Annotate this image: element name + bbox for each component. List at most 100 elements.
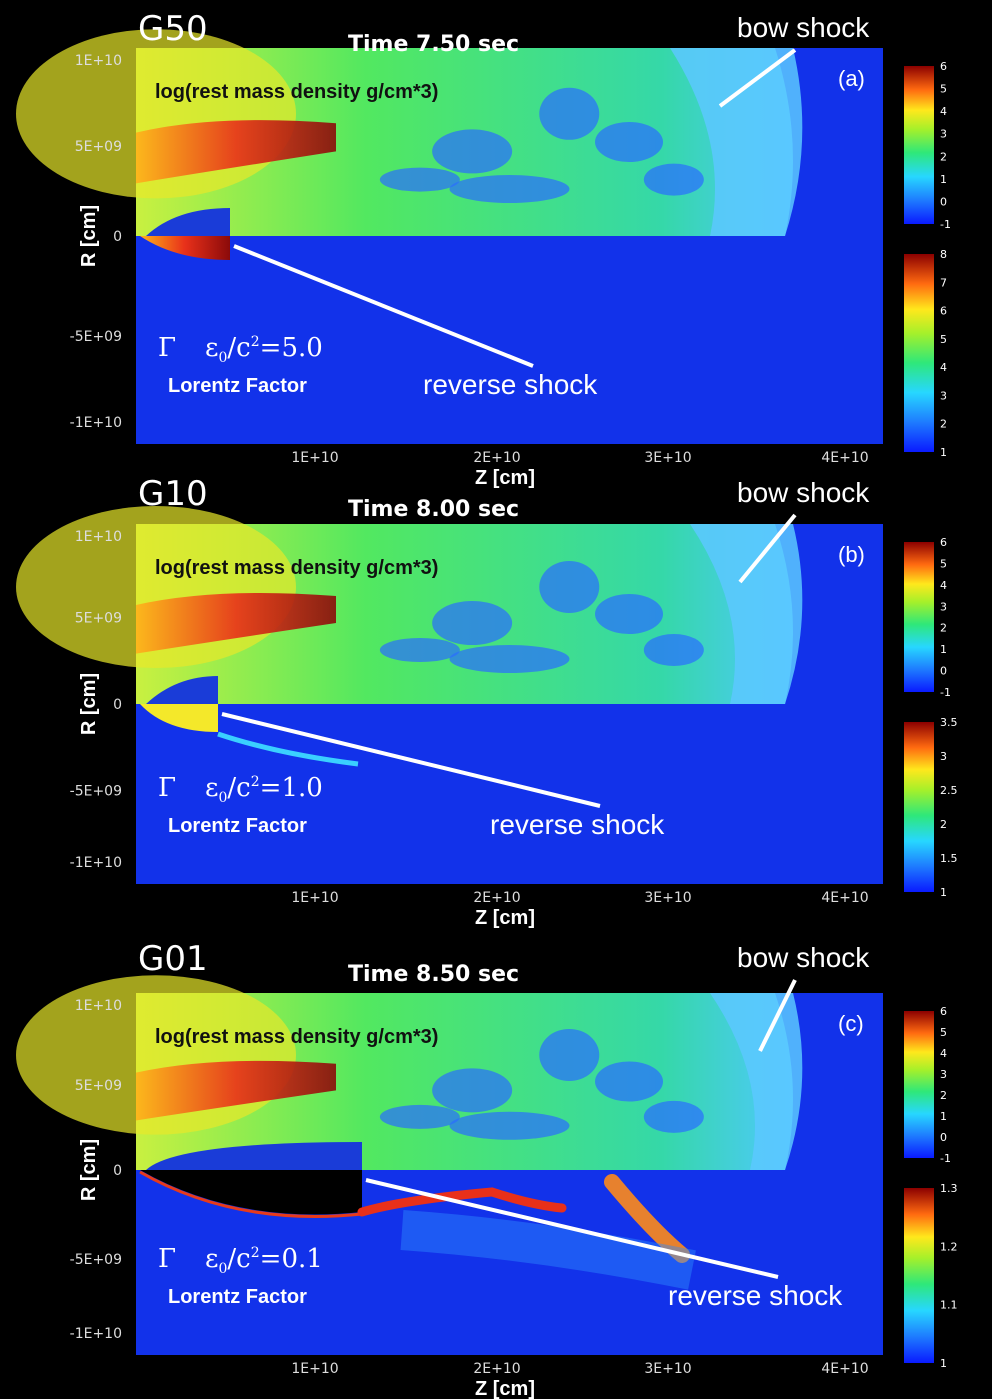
x-tick-label: 2E+10 bbox=[473, 890, 520, 906]
bow-shock-label: bow shock bbox=[737, 477, 870, 508]
x-tick-label: 1E+10 bbox=[291, 1361, 338, 1377]
y-tick-label: -1E+10 bbox=[70, 415, 122, 431]
y-tick-label: -1E+10 bbox=[70, 855, 122, 871]
panel-g10: G10 Time 8.00 sec (b) log(rest mass density… bbox=[16, 474, 958, 929]
colorbar-tick-label: 2.5 bbox=[940, 784, 958, 797]
colorbar-lorentz bbox=[904, 254, 934, 452]
colorbar-tick-label: 7 bbox=[940, 276, 947, 289]
y-tick-label: 0 bbox=[113, 1163, 122, 1179]
colorbar-tick-label: 3 bbox=[940, 389, 947, 402]
colorbar-tick-label: 8 bbox=[940, 248, 947, 261]
colorbar-tick-label: 3 bbox=[940, 128, 947, 141]
panel-g01: G01 Time 8.50 sec (c) log(rest mass density… bbox=[16, 939, 958, 1399]
colorbar-lorentz bbox=[904, 1188, 934, 1363]
colorbar-tick-label: 1.2 bbox=[940, 1240, 958, 1253]
colorbar-tick-label: 1.5 bbox=[940, 852, 958, 865]
x-axis-label: Z [cm] bbox=[475, 907, 535, 929]
colorbar-tick-label: 4 bbox=[940, 1047, 947, 1060]
turbulent-blob bbox=[595, 594, 663, 634]
y-axis-label: R [cm] bbox=[78, 205, 100, 267]
y-tick-label: -5E+09 bbox=[70, 329, 122, 345]
y-tick-label: -1E+10 bbox=[70, 1326, 122, 1342]
gamma-symbol: Γ bbox=[158, 333, 176, 363]
colorbar-tick-label: 5 bbox=[940, 83, 947, 96]
panel-label: (a) bbox=[838, 66, 865, 91]
y-tick-label: 5E+09 bbox=[75, 611, 122, 627]
y-tick-label: -5E+09 bbox=[70, 1252, 122, 1268]
x-axis-label: Z [cm] bbox=[475, 1378, 535, 1399]
colorbar-tick-label: -1 bbox=[940, 686, 951, 699]
colorbar-tick-label: 4 bbox=[940, 579, 947, 592]
colorbar-tick-label: 2 bbox=[940, 150, 947, 163]
panel-label: (b) bbox=[838, 542, 865, 567]
colorbar-tick-label: 0 bbox=[940, 195, 947, 208]
model-label: G10 bbox=[138, 474, 208, 514]
colorbar-lorentz bbox=[904, 722, 934, 892]
colorbar-tick-label: 3.5 bbox=[940, 716, 958, 729]
turbulent-blob bbox=[539, 561, 599, 613]
reverse-shock-label: reverse shock bbox=[668, 1280, 843, 1311]
density-title: log(rest mass density g/cm*3) bbox=[155, 557, 438, 579]
turbulent-blob bbox=[380, 638, 460, 662]
turbulent-blob bbox=[432, 601, 512, 645]
x-tick-label: 1E+10 bbox=[291, 890, 338, 906]
y-tick-label: -5E+09 bbox=[70, 783, 122, 799]
turbulent-blob bbox=[595, 1062, 663, 1102]
colorbar-tick-label: 5 bbox=[940, 333, 947, 346]
time-label: Time 8.50 sec bbox=[348, 962, 519, 987]
y-tick-label: 1E+10 bbox=[75, 529, 122, 545]
colorbar-density bbox=[904, 542, 934, 692]
x-tick-label: 1E+10 bbox=[291, 450, 338, 466]
lorentz-title: Lorentz Factor bbox=[168, 815, 307, 837]
time-label: Time 8.00 sec bbox=[348, 497, 519, 522]
x-tick-label: 4E+10 bbox=[821, 890, 868, 906]
colorbar-tick-label: 4 bbox=[940, 361, 947, 374]
y-tick-label: 1E+10 bbox=[75, 998, 122, 1014]
colorbar-tick-label: 2 bbox=[940, 818, 947, 831]
colorbar-tick-label: 5 bbox=[940, 557, 947, 570]
bow-shock-label: bow shock bbox=[737, 12, 870, 43]
colorbar-density bbox=[904, 66, 934, 224]
y-tick-label: 1E+10 bbox=[75, 53, 122, 69]
colorbar-tick-label: -1 bbox=[940, 218, 951, 231]
turbulent-blob bbox=[644, 164, 704, 196]
panel-label: (c) bbox=[838, 1011, 864, 1036]
x-tick-label: 3E+10 bbox=[644, 1361, 691, 1377]
y-axis-label: R [cm] bbox=[78, 673, 100, 735]
colorbar-tick-label: 3 bbox=[940, 600, 947, 613]
colorbar-tick-label: 1 bbox=[940, 643, 947, 656]
colorbar-tick-label: 5 bbox=[940, 1026, 947, 1039]
turbulent-blob bbox=[539, 88, 599, 140]
turbulent-blob bbox=[380, 168, 460, 192]
turbulent-blob bbox=[644, 634, 704, 666]
colorbar-tick-label: 2 bbox=[940, 1089, 947, 1102]
x-tick-label: 4E+10 bbox=[821, 1361, 868, 1377]
y-tick-label: 0 bbox=[113, 697, 122, 713]
x-tick-label: 4E+10 bbox=[821, 450, 868, 466]
reverse-shock-label: reverse shock bbox=[490, 809, 665, 840]
turbulent-blob bbox=[595, 122, 663, 162]
colorbar-tick-label: -1 bbox=[940, 1152, 951, 1165]
colorbar-tick-label: 1.3 bbox=[940, 1182, 958, 1195]
bow-shock-label: bow shock bbox=[737, 942, 870, 973]
reverse-shock-label: reverse shock bbox=[423, 369, 598, 400]
y-axis-label: R [cm] bbox=[78, 1139, 100, 1201]
colorbar-tick-label: 1 bbox=[940, 886, 947, 899]
panel-g50: G50 Time 7.50 sec(a)log(rest mass density… bbox=[16, 9, 951, 489]
y-tick-label: 5E+09 bbox=[75, 139, 122, 155]
colorbar-tick-label: 0 bbox=[940, 665, 947, 678]
y-tick-label: 5E+09 bbox=[75, 1078, 122, 1094]
turbulent-blob bbox=[432, 1068, 512, 1112]
x-tick-label: 3E+10 bbox=[644, 450, 691, 466]
turbulent-blob bbox=[450, 1112, 570, 1140]
time-label: Time 7.50 sec bbox=[348, 32, 519, 57]
gamma-symbol: Γ bbox=[158, 1244, 176, 1274]
turbulent-blob bbox=[450, 175, 570, 203]
x-tick-label: 2E+10 bbox=[473, 450, 520, 466]
x-tick-label: 3E+10 bbox=[644, 890, 691, 906]
colorbar-tick-label: 3 bbox=[940, 750, 947, 763]
colorbar-tick-label: 0 bbox=[940, 1131, 947, 1144]
x-tick-label: 2E+10 bbox=[473, 1361, 520, 1377]
colorbar-tick-label: 1 bbox=[940, 446, 947, 459]
